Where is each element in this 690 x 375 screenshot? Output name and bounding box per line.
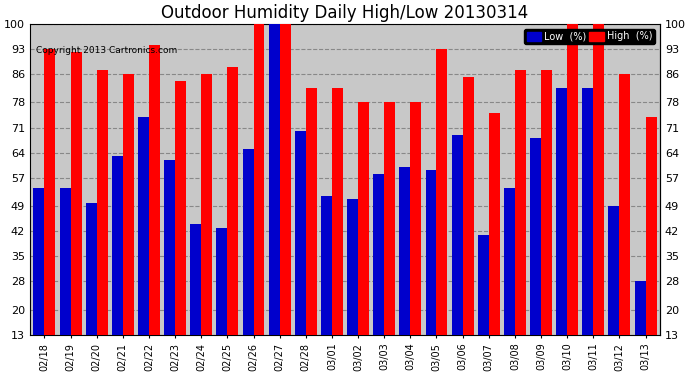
Bar [556,88,567,335]
Bar [86,202,97,335]
Bar [59,188,70,335]
Bar [321,195,332,335]
Bar [489,113,500,335]
Bar [268,24,279,335]
Bar [149,45,160,335]
Bar [164,160,175,335]
Title: Outdoor Humidity Daily High/Low 20130314: Outdoor Humidity Daily High/Low 20130314 [161,4,529,22]
Bar [44,49,55,335]
Bar [175,81,186,335]
Bar [477,235,489,335]
Bar [609,206,620,335]
Bar [201,74,213,335]
Bar [279,24,290,335]
Bar [190,224,201,335]
Bar [243,149,253,335]
Bar [123,74,134,335]
Text: Copyright 2013 Cartronics.com: Copyright 2013 Cartronics.com [37,45,177,54]
Bar [452,135,462,335]
Bar [217,228,228,335]
Bar [582,88,593,335]
Bar [462,77,473,335]
Bar [332,88,343,335]
Bar [541,70,552,335]
Bar [530,138,541,335]
Bar [70,53,81,335]
Bar [112,156,123,335]
Bar [33,188,44,335]
Bar [515,70,526,335]
Bar [253,24,264,335]
Bar [504,188,515,335]
Legend: Low  (%), High  (%): Low (%), High (%) [524,28,655,44]
Bar [138,117,149,335]
Bar [295,131,306,335]
Bar [635,281,646,335]
Bar [426,171,437,335]
Bar [358,102,369,335]
Bar [620,74,631,335]
Bar [400,167,411,335]
Bar [411,102,422,335]
Bar [593,24,604,335]
Bar [384,102,395,335]
Bar [228,67,238,335]
Bar [567,24,578,335]
Bar [646,117,657,335]
Bar [437,49,447,335]
Bar [97,70,108,335]
Bar [373,174,384,335]
Bar [306,88,317,335]
Bar [347,199,358,335]
